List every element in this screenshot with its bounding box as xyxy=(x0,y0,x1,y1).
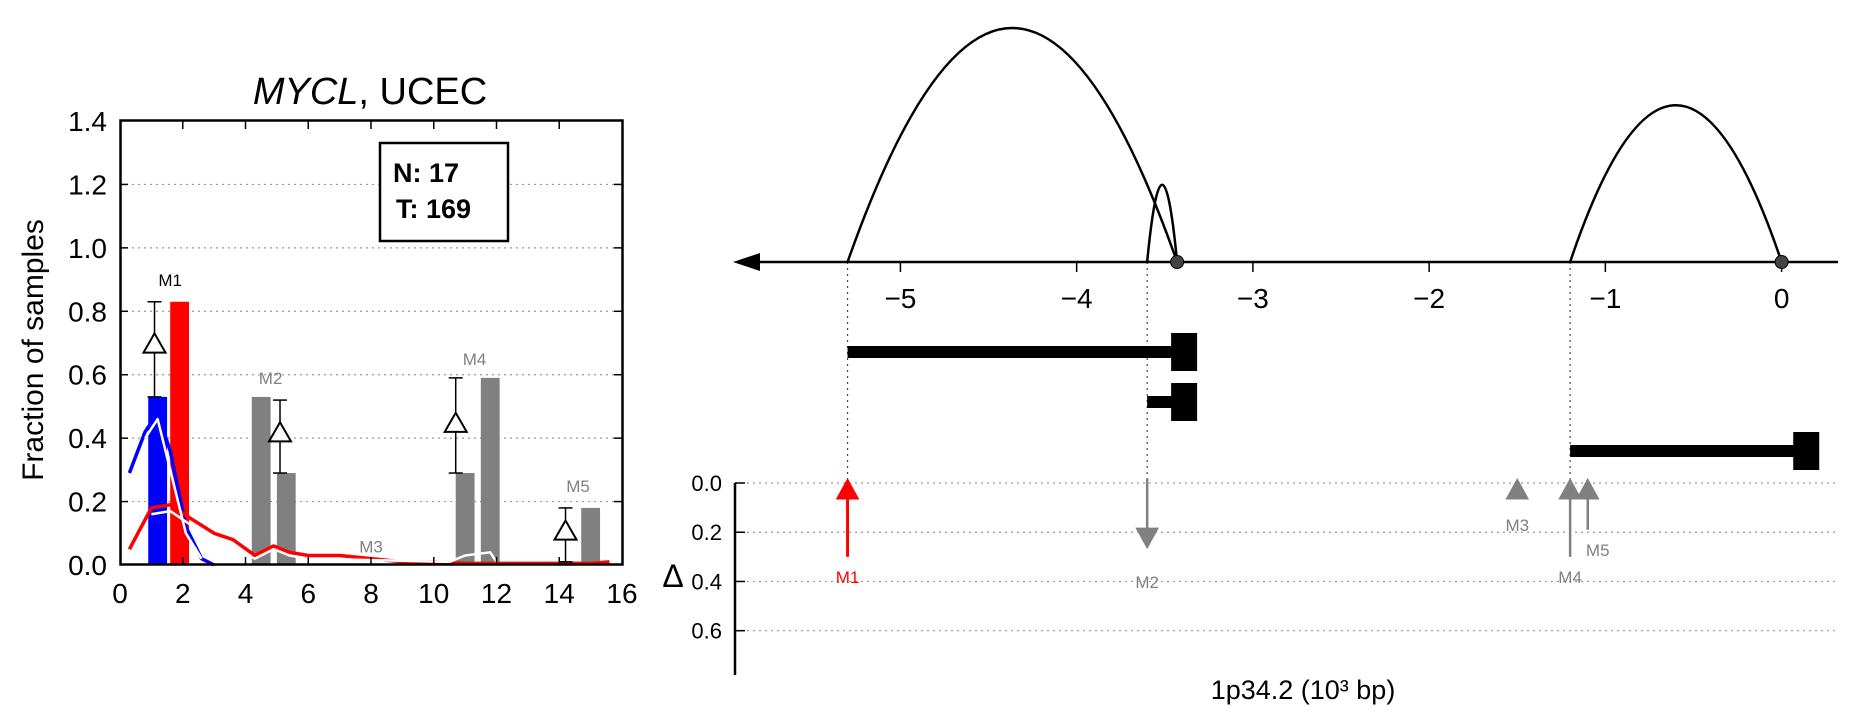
x-tick-label: 16 xyxy=(606,578,637,609)
transcript-line xyxy=(847,346,1178,358)
series-line xyxy=(151,509,498,564)
motif-arrow-label: M2 xyxy=(1135,573,1159,592)
axis-arrow-icon xyxy=(733,253,760,271)
y-tick-label: 1.0 xyxy=(68,233,107,264)
motif-arrow-head xyxy=(1575,477,1600,500)
delta-marker xyxy=(552,518,579,541)
motif-label: M4 xyxy=(463,350,487,369)
y-tick-label: 0.0 xyxy=(68,550,107,581)
y-tick-label: 0.2 xyxy=(68,487,107,518)
transcript-end xyxy=(1171,333,1198,371)
motif-label: M5 xyxy=(566,477,590,496)
delta-tick-label: 0.0 xyxy=(691,471,722,496)
motif-arrow-label: M3 xyxy=(1505,516,1529,535)
motif-label: M3 xyxy=(359,537,383,556)
motif-arrow-label: M5 xyxy=(1586,541,1610,560)
motif-label: M2 xyxy=(259,369,283,388)
delta-marker xyxy=(267,420,293,443)
x-tick-label: 0 xyxy=(112,578,128,609)
left-y-axis-label: Fraction of samples xyxy=(17,219,50,481)
y-tick-label: 1.4 xyxy=(68,106,107,137)
delta-marker xyxy=(442,410,469,433)
left-chart-title: MYCL, UCEC xyxy=(253,71,487,113)
locus-tick-label: 0 xyxy=(1774,283,1790,314)
locus-tick-label: −3 xyxy=(1237,283,1269,314)
transcript-end xyxy=(1793,432,1820,470)
x-tick-label: 6 xyxy=(300,578,316,609)
anchor-point xyxy=(1774,255,1789,269)
delta-tick-label: 0.4 xyxy=(691,569,722,594)
interaction-arc xyxy=(1145,183,1179,263)
motif-arrow-head xyxy=(835,477,860,500)
stats-t: T: 169 xyxy=(396,194,471,224)
x-tick-label: 2 xyxy=(175,578,191,609)
transcript-line xyxy=(1147,396,1178,408)
title-rest: , UCEC xyxy=(358,71,487,113)
bar xyxy=(170,301,190,565)
locus-x-axis-label: 1p34.2 (10³ bp) xyxy=(1211,675,1396,705)
transcript-end xyxy=(1171,383,1198,421)
delta-tick-label: 0.2 xyxy=(691,520,722,545)
locus-tick-label: −1 xyxy=(1589,283,1621,314)
x-tick-label: 4 xyxy=(238,578,254,609)
bar xyxy=(251,396,271,565)
interaction-arc xyxy=(846,26,1179,263)
interaction-arc xyxy=(1568,104,1783,263)
stats-n: N: 17 xyxy=(393,158,459,188)
series-line xyxy=(144,417,203,560)
x-tick-label: 8 xyxy=(363,578,379,609)
left-bar-chart: MYCL, UCEC Fraction of samples M1 M2 M3 M4 M… xyxy=(17,71,638,609)
y-tick-label: 0.4 xyxy=(68,423,107,454)
title-gene: MYCL xyxy=(253,71,359,113)
y-tick-label: 0.8 xyxy=(68,296,107,327)
delta-marker xyxy=(141,331,168,354)
bar xyxy=(455,473,475,565)
locus-tick-label: −2 xyxy=(1413,283,1445,314)
left-plot-frame xyxy=(119,119,624,566)
y-tick-label: 0.6 xyxy=(68,360,107,391)
bar xyxy=(581,507,601,565)
locus-tick-label: −4 xyxy=(1061,283,1093,314)
motif-arrow-label: M1 xyxy=(836,568,860,587)
delta-axis-label: Δ xyxy=(662,558,683,594)
motif-label: M1 xyxy=(158,271,182,290)
locus-tick-label: −5 xyxy=(884,283,916,314)
bar xyxy=(276,473,296,565)
x-tick-label: 14 xyxy=(544,578,575,609)
stats-box: N: 17 T: 169 xyxy=(378,141,510,243)
motif-arrow-head xyxy=(1135,527,1160,550)
anchor-point xyxy=(1170,255,1185,269)
motif-arrow-head xyxy=(1505,477,1530,500)
delta-tick-label: 0.6 xyxy=(691,619,722,644)
transcript-line xyxy=(1570,445,1800,457)
x-tick-label: 12 xyxy=(481,578,512,609)
x-tick-label: 10 xyxy=(418,578,449,609)
motif-arrow-label: M4 xyxy=(1558,568,1582,587)
motif-arrow-head xyxy=(1558,477,1582,500)
y-tick-label: 1.2 xyxy=(68,169,107,200)
bar xyxy=(480,377,500,565)
